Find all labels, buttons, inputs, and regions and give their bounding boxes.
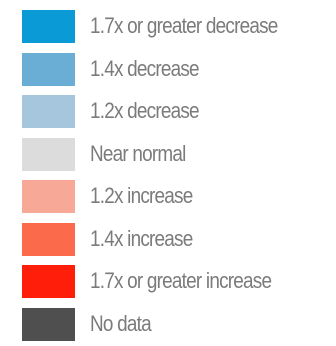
legend-item-near-normal: Near normal [20,134,332,177]
legend-item-1-4x-increase: 1.4x increase [20,219,332,262]
legend-label: 1.7x or greater increase [90,267,271,295]
legend-swatch [22,180,75,213]
legend-swatch [22,308,75,341]
legend-swatch [22,265,75,298]
legend-label: 1.7x or greater decrease [90,12,278,40]
legend-label: No data [90,310,151,338]
legend-item-1-2x-increase: 1.2x increase [20,176,332,219]
legend-label: 1.4x increase [90,225,192,253]
legend-label: 1.4x decrease [90,55,199,83]
legend-swatch [22,53,75,86]
legend-label: 1.2x increase [90,182,192,210]
legend-label: Near normal [90,140,186,168]
legend-swatch [22,95,75,128]
legend-item-1-7x-decrease: 1.7x or greater decrease [20,6,332,49]
legend-item-1-4x-decrease: 1.4x decrease [20,49,332,92]
legend: 1.7x or greater decrease 1.4x decrease 1… [20,6,332,346]
legend-swatch [22,138,75,171]
legend-swatch [22,223,75,256]
legend-item-1-7x-increase: 1.7x or greater increase [20,261,332,304]
legend-label: 1.2x decrease [90,97,199,125]
legend-swatch [22,10,75,43]
legend-item-1-2x-decrease: 1.2x decrease [20,91,332,134]
